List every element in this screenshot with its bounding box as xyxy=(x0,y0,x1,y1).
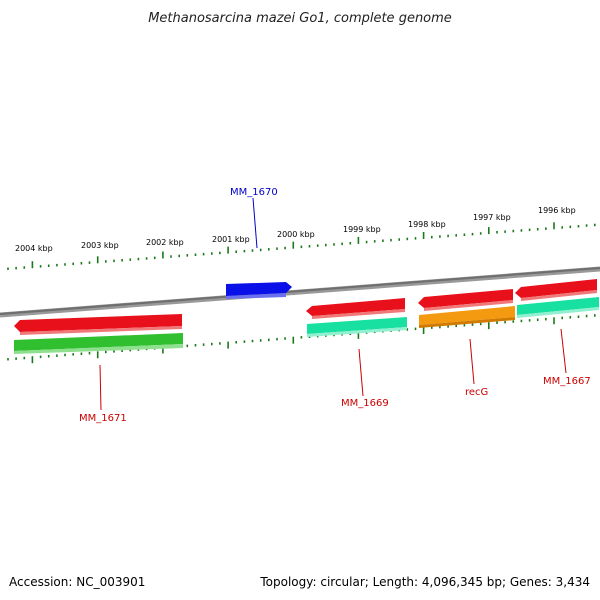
gene-arrow-shadow xyxy=(20,326,182,335)
gene-arrow[interactable] xyxy=(517,297,599,315)
gene-label-mm1670[interactable]: MM_1670 xyxy=(230,187,278,198)
scale-label-1997: 1997 kbp xyxy=(473,213,511,222)
gene-mm1670[interactable] xyxy=(226,282,292,299)
gene-arrow[interactable] xyxy=(14,333,183,351)
gene-arrow[interactable] xyxy=(307,317,407,334)
gene-arrow-shadow xyxy=(521,290,597,301)
gene-arrow[interactable] xyxy=(226,282,292,296)
gene-arrow[interactable] xyxy=(418,289,513,308)
gene-arrow-shadow xyxy=(419,317,515,328)
map-title: Methanosarcina mazei Go1, complete genom… xyxy=(148,11,452,26)
gene-arrow-shadow xyxy=(14,344,183,354)
gene-mm1671[interactable] xyxy=(14,333,183,354)
accession-text: Accession: NC_003901 xyxy=(9,575,145,589)
gene-arrow-shadow xyxy=(312,309,405,319)
scale-label-2004: 2004 kbp xyxy=(15,244,53,253)
gene-label-mm1669[interactable]: MM_1669 xyxy=(341,398,389,409)
scale-label-1996: 1996 kbp xyxy=(538,206,576,215)
scale-label-2000: 2000 kbp xyxy=(277,230,315,239)
gene-arrow-shadow xyxy=(424,300,513,311)
gene-recg[interactable] xyxy=(419,306,515,328)
gene-mm1667[interactable] xyxy=(517,297,599,318)
genome-summary-text: Topology: circular; Length: 4,096,345 bp… xyxy=(259,575,590,589)
gene-red-1667[interactable] xyxy=(515,279,597,301)
gene-red-1671[interactable] xyxy=(14,314,182,335)
tick-row-upper xyxy=(7,222,596,270)
gene-arrow[interactable] xyxy=(14,314,182,332)
gene-arrow-shadow xyxy=(517,307,599,318)
gene-arrow[interactable] xyxy=(306,298,405,316)
gene-label-recg[interactable]: recG xyxy=(465,387,488,398)
genome-backbone-highlight xyxy=(0,267,600,315)
leader-mm1671 xyxy=(99,364,102,411)
leader-mm1670 xyxy=(252,197,258,249)
scale-label-1999: 1999 kbp xyxy=(343,225,381,234)
gene-red-recg[interactable] xyxy=(418,289,513,311)
leader-mm1669 xyxy=(358,348,364,397)
leader-recg xyxy=(469,338,475,385)
gene-arrow-shadow xyxy=(307,327,407,337)
scale-label-2002: 2002 kbp xyxy=(146,238,184,247)
gene-label-mm1667[interactable]: MM_1667 xyxy=(543,376,591,387)
scale-label-1998: 1998 kbp xyxy=(408,220,446,229)
scale-label-2003: 2003 kbp xyxy=(81,241,119,250)
gene-red-1669[interactable] xyxy=(306,298,405,319)
scale-label-2001: 2001 kbp xyxy=(212,235,250,244)
gene-arrow-shadow xyxy=(226,293,286,299)
gene-label-mm1671[interactable]: MM_1671 xyxy=(79,413,127,424)
gene-mm1669[interactable] xyxy=(307,317,407,337)
gene-arrow[interactable] xyxy=(419,306,515,325)
gene-arrow[interactable] xyxy=(515,279,597,298)
leader-mm1667 xyxy=(560,328,567,374)
